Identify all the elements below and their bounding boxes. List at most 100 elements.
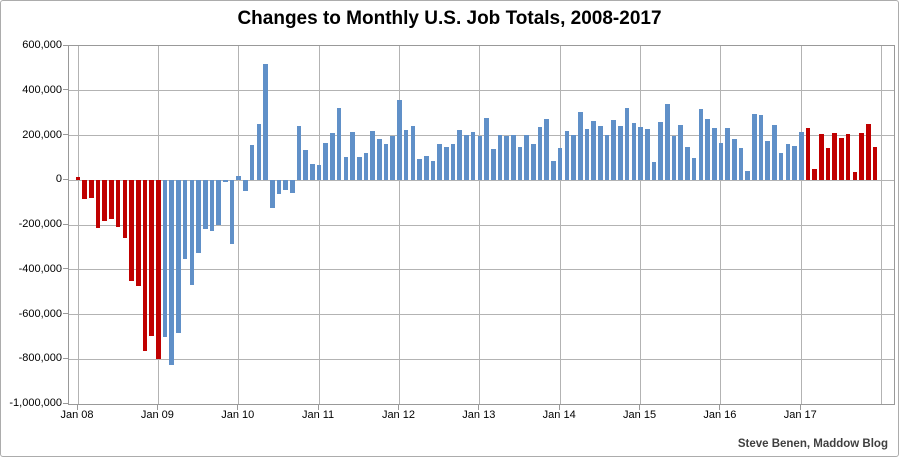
- vertical-gridline: [479, 46, 481, 404]
- bar-2012-02: [403, 129, 409, 181]
- bar-2010-05: [263, 63, 268, 181]
- x-axis-tick: [237, 404, 239, 410]
- x-axis-tick-label: Jan 14: [542, 409, 576, 421]
- bar-2013-04: [497, 134, 503, 181]
- bar-2013-05: [504, 135, 509, 181]
- bar-2008-03: [89, 180, 94, 199]
- x-axis-tick: [397, 404, 399, 410]
- vertical-gridline: [800, 46, 802, 404]
- bar-2014-08: [604, 134, 610, 181]
- bar-2009-05: [182, 180, 188, 260]
- x-axis-tick-label: Jan 17: [783, 409, 817, 421]
- bar-2013-08: [524, 135, 529, 181]
- bar-2017-11: [865, 123, 871, 181]
- x-axis-tick: [719, 404, 721, 410]
- bar-2015-09: [691, 157, 697, 181]
- bar-2012-04: [417, 158, 422, 181]
- bar-2010-12: [310, 164, 315, 181]
- bar-2009-07: [196, 180, 201, 254]
- bar-2011-11: [383, 143, 389, 181]
- bar-2008-06: [109, 180, 114, 219]
- bar-2008-02: [82, 180, 87, 200]
- bar-2015-03: [651, 162, 657, 181]
- bar-2012-12: [470, 132, 476, 181]
- x-axis-tick: [317, 404, 319, 410]
- x-axis-tick: [478, 404, 480, 410]
- bar-2016-10: [778, 152, 784, 181]
- bar-2015-07: [678, 125, 684, 181]
- bar-2011-09: [370, 130, 375, 181]
- bar-2013-12: [551, 161, 556, 181]
- bar-2009-04: [176, 180, 181, 334]
- bar-2017-03: [812, 169, 817, 181]
- horizontal-gridline: [69, 269, 894, 271]
- bar-2010-02: [243, 180, 248, 192]
- bar-2016-02: [725, 128, 730, 181]
- x-axis-tick-label: Jan 09: [140, 409, 174, 421]
- bar-2011-04: [336, 108, 342, 181]
- plot-area: [68, 45, 895, 405]
- y-axis-tick-label: -800,000: [18, 352, 62, 365]
- y-axis-tick-label: -600,000: [18, 307, 62, 320]
- bar-2017-01: [798, 131, 804, 181]
- bar-2008-11: [142, 180, 148, 352]
- x-axis-tick-label: Jan 16: [703, 409, 737, 421]
- x-axis-tick: [558, 404, 560, 410]
- y-axis-tick-label: -400,000: [18, 262, 62, 275]
- bar-2011-07: [356, 156, 362, 181]
- y-axis-tick: [63, 357, 68, 359]
- bar-2009-02: [162, 180, 168, 338]
- bar-2012-08: [444, 146, 449, 181]
- bar-2015-08: [685, 147, 690, 181]
- bar-2012-03: [410, 125, 416, 181]
- bar-2017-04: [819, 133, 824, 181]
- x-axis-tick-label: Jan 12: [381, 409, 415, 421]
- x-axis-tick-label: Jan 13: [462, 409, 496, 421]
- bar-2009-12: [229, 180, 235, 244]
- chart-title: Changes to Monthly U.S. Job Totals, 2008…: [237, 8, 662, 29]
- vertical-gridline: [398, 46, 400, 404]
- x-axis-tick-label: Jan 10: [221, 409, 255, 421]
- bar-2013-02: [484, 117, 489, 181]
- bar-2012-06: [430, 160, 436, 181]
- vertical-gridline: [318, 46, 320, 404]
- x-axis-tick-label: Jan 11: [301, 409, 335, 421]
- horizontal-gridline: [69, 314, 894, 315]
- bar-2008-12: [149, 180, 154, 337]
- bar-2011-03: [330, 132, 335, 181]
- bar-2017-10: [859, 133, 864, 181]
- y-axis-tick-label: 600,000: [22, 39, 62, 51]
- vertical-gridline: [881, 46, 883, 404]
- bar-2017-06: [832, 133, 838, 181]
- y-axis-tick-label: 400,000: [22, 83, 62, 96]
- bar-2015-04: [658, 122, 663, 181]
- bar-2010-08: [283, 180, 288, 190]
- bar-2009-03: [169, 180, 175, 366]
- bar-2011-06: [350, 131, 355, 181]
- bar-2012-07: [437, 144, 442, 181]
- bar-2011-08: [363, 152, 369, 181]
- bar-2009-06: [189, 180, 195, 285]
- bar-2008-10: [135, 180, 141, 287]
- bar-2017-02: [805, 128, 811, 181]
- x-axis-tick-label: Jan 15: [623, 409, 657, 421]
- bar-2016-11: [785, 143, 791, 181]
- bar-2015-06: [671, 135, 677, 181]
- attribution-text: Steve Benen, Maddow Blog: [737, 438, 888, 450]
- y-axis-tick: [63, 89, 68, 91]
- bar-2014-05: [584, 129, 590, 181]
- bar-2009-08: [202, 180, 208, 229]
- bar-2016-09: [772, 124, 777, 181]
- y-axis-tick-label: 0: [55, 173, 62, 186]
- horizontal-gridline: [69, 358, 894, 360]
- vertical-gridline: [238, 46, 240, 404]
- vertical-gridline: [720, 46, 722, 404]
- x-axis-tick: [639, 404, 641, 410]
- horizontal-gridline: [69, 179, 894, 181]
- bar-2012-10: [457, 129, 463, 181]
- bar-2008-01: [75, 176, 81, 181]
- bar-2014-12: [631, 122, 637, 181]
- bar-2011-01: [316, 164, 322, 181]
- bar-2008-08: [122, 180, 128, 239]
- bar-2015-10: [698, 108, 704, 181]
